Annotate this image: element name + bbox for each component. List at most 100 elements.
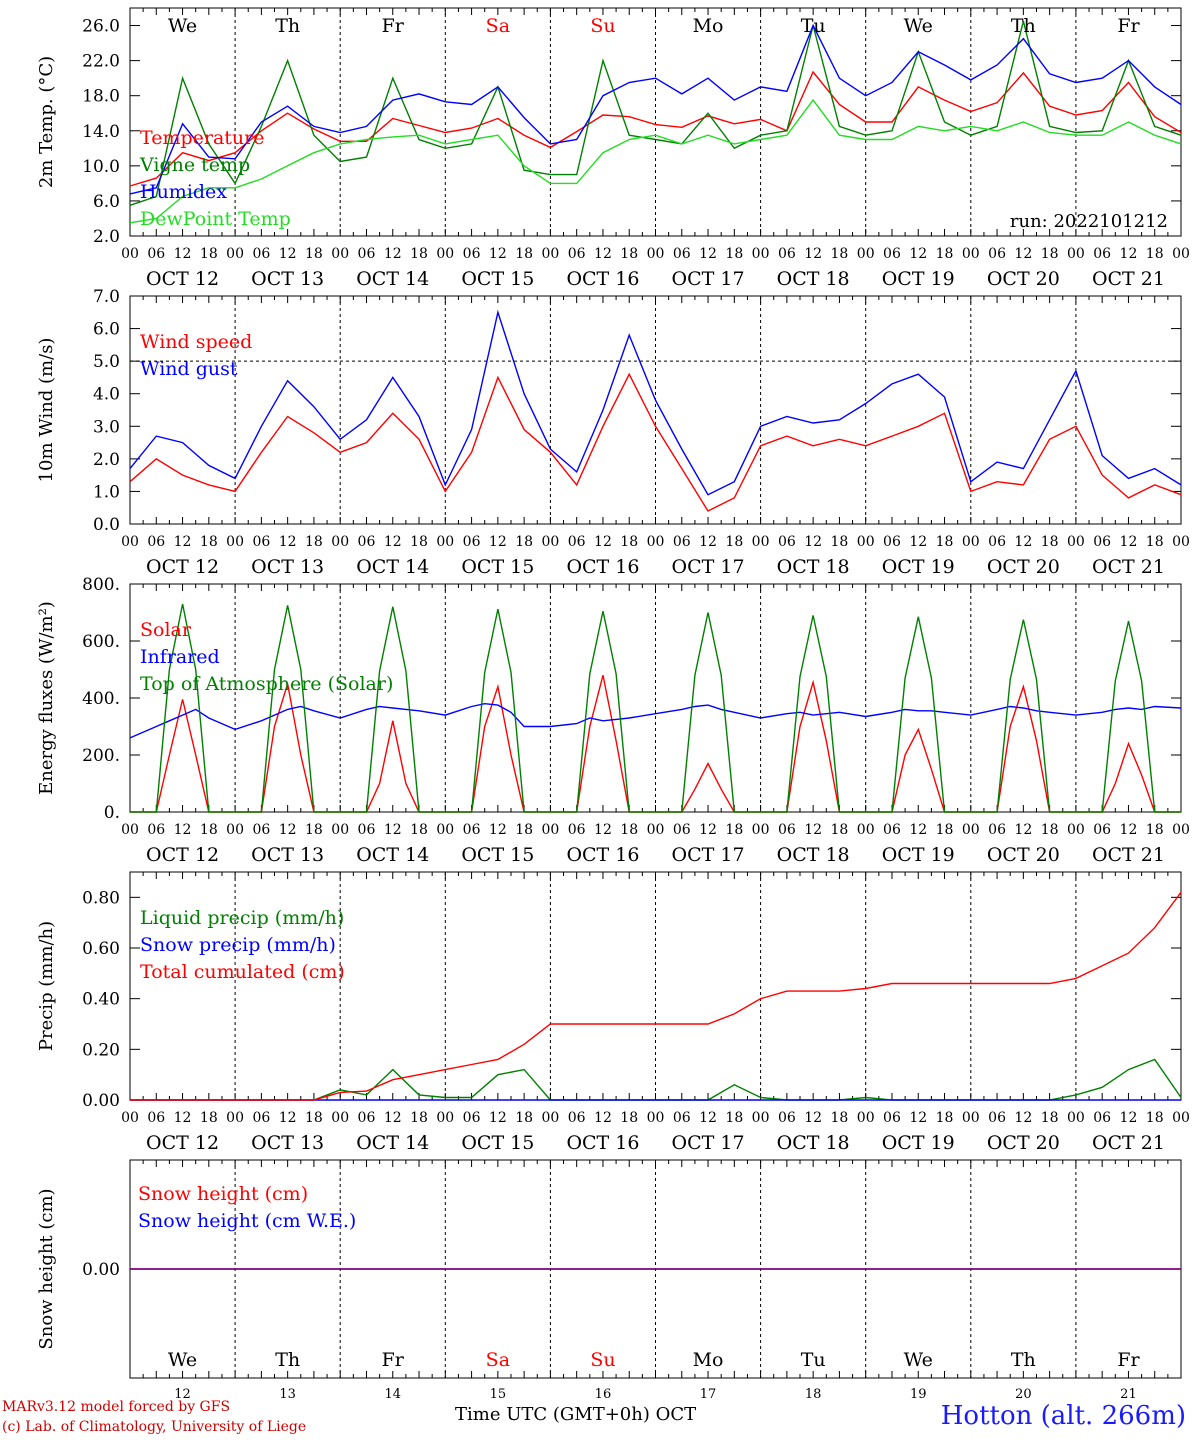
legend-entry: Humidex bbox=[140, 181, 227, 203]
x-hour-label: 18 bbox=[200, 246, 218, 262]
x-hour-label: 06 bbox=[358, 822, 376, 838]
x-hour-label: 18 bbox=[725, 1110, 743, 1126]
legend-entry: Liquid precip (mm/h) bbox=[140, 907, 344, 929]
x-hour-label: 00 bbox=[752, 822, 770, 838]
day-name-label: Mo bbox=[693, 1349, 724, 1371]
x-hour-label: 18 bbox=[1146, 246, 1164, 262]
x-date-label: OCT 20 bbox=[987, 556, 1060, 578]
model-credit: MARv3.12 model forced by GFS bbox=[2, 1399, 231, 1415]
x-date-label: OCT 12 bbox=[146, 844, 219, 866]
x-date-label: OCT 16 bbox=[566, 556, 639, 578]
x-hour-label: 06 bbox=[778, 246, 796, 262]
x-hour-label: 18 bbox=[410, 246, 428, 262]
x-hour-label: 06 bbox=[358, 246, 376, 262]
x-hour-label: 00 bbox=[647, 246, 665, 262]
x-hour-label: 12 bbox=[279, 822, 297, 838]
series-line-red bbox=[130, 675, 1181, 813]
x-hour-label: 00 bbox=[647, 1110, 665, 1126]
x-hour-label: 18 bbox=[410, 822, 428, 838]
x-hour-label: 12 bbox=[1120, 534, 1138, 550]
x-date-label: OCT 12 bbox=[146, 556, 219, 578]
y-axis-label: Precip (mm/h) bbox=[36, 921, 57, 1051]
day-name-label: Fr bbox=[1117, 1349, 1140, 1371]
x-hour-label: 06 bbox=[988, 246, 1006, 262]
x-hour-label: 00 bbox=[436, 534, 454, 550]
day-name-label: Mo bbox=[693, 15, 724, 37]
x-hour-label: 18 bbox=[515, 822, 533, 838]
x-date-label: OCT 19 bbox=[882, 268, 955, 290]
x-hour-label: 00 bbox=[331, 534, 349, 550]
x-hour-label: 00 bbox=[1172, 822, 1190, 838]
x-hour-label: 18 bbox=[410, 1110, 428, 1126]
y-tick-label: 800. bbox=[82, 575, 120, 595]
day-number-label: 16 bbox=[595, 1387, 612, 1402]
x-hour-label: 00 bbox=[857, 1110, 875, 1126]
series-line-blue bbox=[129, 23, 1182, 195]
x-date-label: OCT 14 bbox=[356, 268, 429, 290]
x-hour-label: 12 bbox=[1120, 822, 1138, 838]
x-hour-label: 12 bbox=[909, 246, 927, 262]
x-hour-label: 06 bbox=[988, 534, 1006, 550]
x-hour-label: 18 bbox=[515, 534, 533, 550]
x-hour-label: 06 bbox=[147, 1110, 165, 1126]
day-name-label: We bbox=[904, 15, 933, 37]
x-date-label: OCT 18 bbox=[777, 1132, 850, 1154]
run-annotation: run: 2022101212 bbox=[1010, 211, 1168, 232]
x-hour-label: 12 bbox=[384, 1110, 402, 1126]
x-hour-label: 18 bbox=[936, 1110, 954, 1126]
x-date-label: OCT 17 bbox=[672, 268, 745, 290]
x-hour-label: 00 bbox=[331, 246, 349, 262]
x-date-label: OCT 13 bbox=[251, 556, 324, 578]
x-hour-label: 18 bbox=[1146, 534, 1164, 550]
x-hour-label: 06 bbox=[252, 1110, 270, 1126]
day-name-label: Th bbox=[1011, 1349, 1036, 1371]
x-hour-label: 00 bbox=[541, 246, 559, 262]
day-name-label: We bbox=[168, 15, 197, 37]
day-number-label: 17 bbox=[700, 1387, 717, 1402]
x-hour-label: 06 bbox=[883, 246, 901, 262]
x-hour-label: 18 bbox=[831, 822, 849, 838]
x-hour-label: 18 bbox=[620, 1110, 638, 1126]
x-hour-label: 06 bbox=[1093, 246, 1111, 262]
x-hour-label: 00 bbox=[436, 246, 454, 262]
lab-credit: (c) Lab. of Climatology, University of L… bbox=[2, 1419, 307, 1435]
series-line-light_green bbox=[129, 98, 1182, 224]
x-date-label: OCT 16 bbox=[566, 1132, 639, 1154]
x-hour-label: 12 bbox=[384, 822, 402, 838]
x-hour-label: 06 bbox=[568, 822, 586, 838]
legend-entry: Vigne temp bbox=[139, 154, 250, 176]
x-hour-label: 00 bbox=[1172, 246, 1190, 262]
day-number-label: 12 bbox=[174, 1387, 191, 1402]
x-hour-label: 06 bbox=[358, 1110, 376, 1126]
x-hour-label: 18 bbox=[936, 246, 954, 262]
legend-entry: Snow precip (mm/h) bbox=[140, 934, 336, 956]
y-tick-label: 1.0 bbox=[93, 482, 120, 502]
x-hour-label: 00 bbox=[962, 246, 980, 262]
x-hour-label: 00 bbox=[541, 1110, 559, 1126]
x-hour-label: 00 bbox=[1172, 1110, 1190, 1126]
x-hour-label: 00 bbox=[647, 822, 665, 838]
x-date-label: OCT 14 bbox=[356, 844, 429, 866]
x-hour-label: 12 bbox=[384, 246, 402, 262]
x-date-label: OCT 20 bbox=[987, 1132, 1060, 1154]
x-date-label: OCT 12 bbox=[146, 268, 219, 290]
x-hour-label: 00 bbox=[436, 822, 454, 838]
x-hour-label: 00 bbox=[226, 246, 244, 262]
x-date-label: OCT 21 bbox=[1092, 844, 1165, 866]
x-hour-label: 18 bbox=[515, 1110, 533, 1126]
y-axis-label: 2m Temp. (°C) bbox=[36, 56, 57, 188]
day-name-label: We bbox=[168, 1349, 197, 1371]
day-name-label: We bbox=[904, 1349, 933, 1371]
y-tick-label: 0. bbox=[104, 803, 120, 823]
y-tick-label: 200. bbox=[82, 746, 120, 766]
y-axis-label: 10m Wind (m/s) bbox=[36, 338, 57, 483]
x-hour-label: 00 bbox=[121, 246, 139, 262]
x-hour-label: 00 bbox=[1067, 534, 1085, 550]
x-hour-label: 00 bbox=[962, 1110, 980, 1126]
x-hour-label: 12 bbox=[804, 822, 822, 838]
x-hour-label: 18 bbox=[620, 822, 638, 838]
x-hour-label: 00 bbox=[962, 534, 980, 550]
x-hour-label: 12 bbox=[1120, 1110, 1138, 1126]
y-tick-label: 5.0 bbox=[93, 352, 120, 372]
